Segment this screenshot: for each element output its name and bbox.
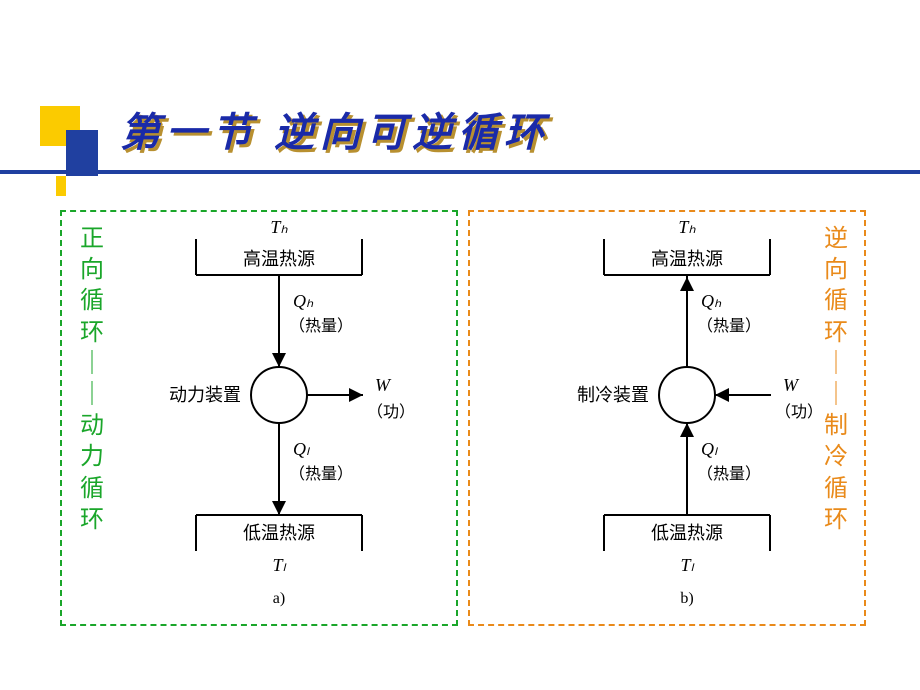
- svg-text:Qₕ: Qₕ: [293, 291, 314, 311]
- svg-text:Qₗ: Qₗ: [701, 439, 719, 459]
- svg-text:Tₗ: Tₗ: [681, 555, 696, 575]
- svg-text:Tₕ: Tₕ: [678, 217, 696, 237]
- svg-text:（热量）: （热量）: [289, 465, 353, 483]
- svg-text:高温热源: 高温热源: [243, 249, 315, 269]
- svg-text:Tₗ: Tₗ: [273, 555, 288, 575]
- svg-text:高温热源: 高温热源: [651, 249, 723, 269]
- title-underline: [0, 170, 920, 174]
- svg-text:Tₕ: Tₕ: [270, 217, 288, 237]
- svg-text:（热量）: （热量）: [697, 317, 761, 335]
- forward-cycle-diagram: Tₕ 高温热源 Qₕ （热量） 动力装置 W （功） Qₗ （热量） 低温热源 Tₗ a): [110, 215, 488, 626]
- svg-text:（热量）: （热量）: [289, 317, 353, 335]
- svg-text:W: W: [783, 375, 800, 395]
- svg-text:低温热源: 低温热源: [651, 523, 723, 543]
- decor-yellow-bar: [56, 176, 66, 196]
- page-title: 第一节 逆向可逆循环: [120, 100, 550, 158]
- svg-text:制冷装置: 制冷装置: [577, 385, 649, 405]
- svg-text:（热量）: （热量）: [697, 465, 761, 483]
- svg-text:Qₗ: Qₗ: [293, 439, 311, 459]
- reverse-cycle-diagram: Tₕ 高温热源 Qₕ （热量） 制冷装置 W （功） Qₗ （热量） 低温热源 Tₗ b): [518, 215, 896, 626]
- svg-text:b): b): [680, 590, 693, 607]
- svg-text:低温热源: 低温热源: [243, 523, 315, 543]
- svg-text:（功）: （功）: [367, 403, 415, 421]
- svg-text:动力装置: 动力装置: [169, 385, 241, 405]
- forward-cycle-label: 正向循环｜｜动力循环: [78, 224, 106, 536]
- svg-text:a): a): [273, 590, 285, 607]
- svg-text:W: W: [375, 375, 392, 395]
- svg-text:Qₕ: Qₕ: [701, 291, 722, 311]
- svg-text:（功）: （功）: [775, 403, 823, 421]
